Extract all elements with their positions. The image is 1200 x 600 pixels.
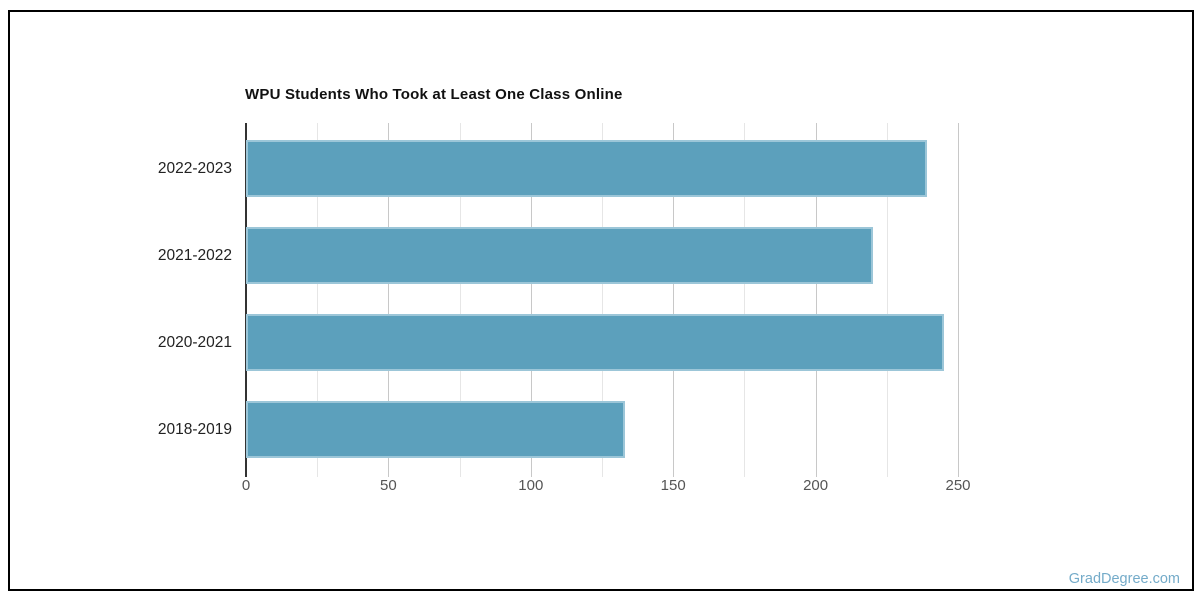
chart-title: WPU Students Who Took at Least One Class… <box>245 86 623 103</box>
category-label-2021-2022: 2021-2022 <box>157 247 232 264</box>
plot-area <box>245 123 1136 477</box>
bar-2020-2021 <box>246 314 944 371</box>
tick-75 <box>459 470 461 477</box>
tick-250 <box>958 470 959 477</box>
tick-225 <box>886 470 888 477</box>
gridline-50 <box>388 123 390 470</box>
tick-100 <box>530 470 532 477</box>
x-tick-label-0: 0 <box>241 477 251 494</box>
x-tick-label-150: 150 <box>660 477 686 494</box>
gridline-200 <box>815 123 817 470</box>
bar-2018-2019 <box>246 401 625 458</box>
bar-2021-2022 <box>246 227 873 284</box>
tick-150 <box>673 470 675 477</box>
tick-125 <box>602 470 603 477</box>
y-axis-line <box>245 123 247 477</box>
tick-200 <box>815 470 817 477</box>
tick-50 <box>388 470 390 477</box>
category-label-2018-2019: 2018-2019 <box>157 421 232 438</box>
watermark-text: GradDegree.com <box>1068 571 1180 587</box>
x-tick-label-50: 50 <box>380 477 397 494</box>
bar-2022-2023 <box>246 140 927 197</box>
x-tick-label-250: 250 <box>945 477 971 494</box>
gridline-125 <box>602 123 603 470</box>
category-label-2020-2021: 2020-2021 <box>157 334 232 351</box>
gridline-25 <box>317 123 319 470</box>
gridline-250 <box>958 123 959 470</box>
tick-25 <box>317 470 319 477</box>
gridline-175 <box>744 123 746 470</box>
x-tick-label-200: 200 <box>803 477 829 494</box>
gridline-150 <box>673 123 675 470</box>
gridline-75 <box>459 123 461 470</box>
gridline-225 <box>886 123 888 470</box>
category-label-2022-2023: 2022-2023 <box>157 160 232 177</box>
x-tick-label-100: 100 <box>518 477 544 494</box>
gridline-100 <box>530 123 532 470</box>
tick-175 <box>744 470 746 477</box>
